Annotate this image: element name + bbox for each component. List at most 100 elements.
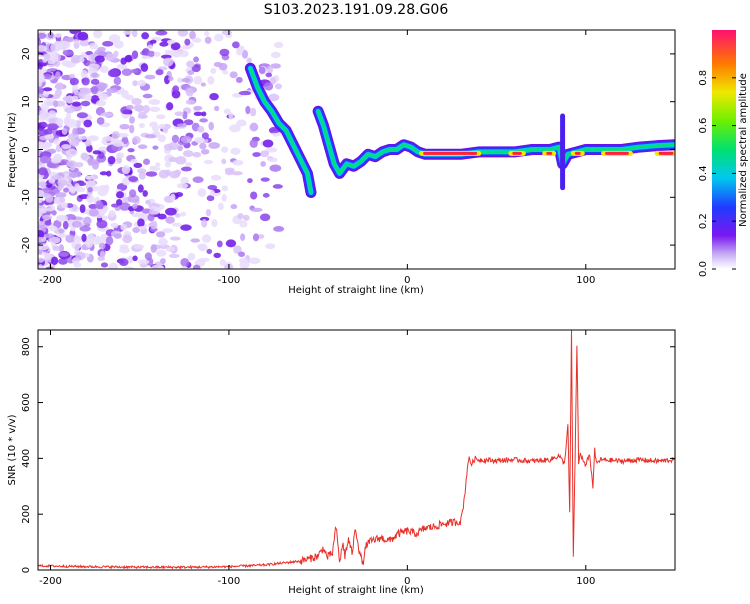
spectrogram-noise-blob [158, 123, 166, 130]
spectrogram-noise-blob [210, 67, 217, 75]
spectrogram-noise-blob [239, 261, 250, 269]
spectrogram-noise-blob [61, 60, 72, 67]
spectrogram-noise-blob [132, 135, 141, 145]
spectrogram-noise-blob [108, 262, 118, 269]
spectrogram-noise-blob [40, 103, 50, 111]
spectrogram-noise-blob [129, 189, 137, 198]
spectrogram-ridge [249, 66, 313, 194]
spectrogram-noise-blob [116, 63, 128, 70]
spectrogram-noise-blob [187, 70, 195, 76]
spectrogram-noise-blob [207, 75, 215, 85]
spectrogram-noise-blob [57, 184, 64, 189]
spectrogram-noise-blob [181, 78, 191, 83]
spectrogram-noise-blob [132, 227, 141, 233]
spectrogram-noise-blob [99, 171, 108, 176]
spectrogram-noise-blob [100, 262, 109, 268]
spectrogram-noise-blob [180, 136, 193, 144]
spectrogram-noise-blob [272, 184, 283, 189]
spectrogram-noise-blob [168, 76, 174, 82]
spectrogram-noise-blob [58, 244, 65, 253]
spectrogram-noise-blob [238, 251, 246, 258]
spectrogram-noise-blob [158, 237, 168, 247]
spectrogram-noise-blob [185, 162, 193, 167]
spectrogram-noise-blob [38, 230, 45, 239]
snr-y-label: SNR (10 * v/v) [7, 414, 18, 485]
colorbar: 0.0 0.2 0.4 0.6 0.8 Normalized spectral ampl… [698, 30, 749, 277]
spectrogram-noise-blob [148, 98, 161, 105]
spectrogram-noise-blob [47, 148, 57, 154]
spectrogram-noise-blob [197, 244, 205, 249]
spectrogram-noise-blob [96, 91, 104, 97]
spectrogram-noise-blob [213, 252, 221, 258]
spectrogram-noise-blob [180, 266, 189, 269]
spectrogram-noise-blob [39, 109, 48, 118]
spectrogram-noise-blob [246, 57, 252, 64]
colorbar-label: Normalized spectral amplitude [738, 73, 749, 227]
spectrogram-noise-blob [54, 32, 63, 38]
spectrogram-noise-blob [124, 54, 133, 63]
spectrogram-noise-blob [38, 236, 46, 243]
spectrogram-noise-blob [77, 135, 89, 140]
spectrogram-noise-blob [132, 255, 138, 262]
spectrogram-noise-blob [92, 150, 102, 155]
spectrogram-noise-blob [83, 216, 92, 225]
spectrogram-noise-blob [42, 193, 52, 199]
spectrogram-noise-blob [149, 166, 161, 171]
spectrogram-noise-blob [221, 185, 229, 192]
spectrogram-noise-blob [135, 104, 145, 112]
spectrogram-noise-blob [273, 41, 284, 49]
spectrogram-noise-blob [150, 244, 158, 253]
spectrogram-noise-blob [199, 118, 208, 123]
spectrogram-noise-blob [252, 152, 261, 157]
spectrogram-noise-blob [106, 170, 112, 177]
spectrogram-y-tick-label: -20 [21, 237, 32, 253]
spectrogram-noise-blob [79, 57, 85, 63]
spectrogram-noise-blob [74, 90, 81, 96]
spectrogram-noise-blob [88, 208, 99, 217]
spectrogram-noise-blob [162, 57, 174, 67]
spectrogram-noise-blob [43, 233, 55, 239]
spectrogram-noise-blob [38, 257, 45, 263]
spectrogram-noise-blob [127, 148, 135, 153]
spectrogram-noise-blob [66, 160, 77, 168]
spectrogram-noise-blob [138, 171, 146, 180]
spectrogram-noise-blob [70, 138, 80, 147]
spectrogram-noise-blob [137, 79, 147, 87]
spectrogram-noise-blob [184, 38, 191, 46]
spectrogram-noise-blob [178, 50, 189, 58]
chart-title: S103.2023.191.09.28.G06 [264, 2, 449, 18]
spectrogram-noise-blob [265, 72, 273, 78]
spectrogram-noise-blob [88, 63, 100, 70]
spectrogram-noise-blob [166, 39, 176, 44]
spectrogram-noise-blob [80, 152, 89, 160]
spectrogram-noise-blob [132, 30, 138, 38]
spectrogram-noise-blob [182, 111, 188, 120]
spectrogram-noise-blob [140, 63, 149, 72]
snr-series-line [38, 330, 675, 570]
spectrogram-noise-blob [230, 203, 238, 210]
spectrogram-noise-blob [38, 181, 47, 187]
spectrogram-noise-blob [113, 40, 124, 49]
spectrogram-noise-blob [98, 242, 106, 250]
spectrogram-noise-blob [52, 100, 59, 108]
spectrogram-noise-blob [177, 145, 183, 152]
spectrogram-noise-blob [208, 121, 215, 131]
spectrogram-noise-blob [199, 142, 207, 150]
spectrogram-noise-blob [99, 65, 109, 73]
spectrogram-noise-blob [51, 210, 57, 216]
spectrogram-noise-blob [231, 171, 243, 176]
spectrogram-noise-blob [229, 71, 238, 79]
spectrogram-noise-blob [249, 139, 258, 148]
spectrogram-noise-blob [130, 68, 138, 74]
spectrogram-noise-blob [62, 220, 69, 230]
spectrogram-noise-blob [151, 264, 164, 269]
spectrogram-noise-blob [156, 114, 166, 120]
spectrogram-noise-blob [107, 69, 119, 78]
spectrogram-noise-blob [96, 117, 105, 125]
spectrogram-noise-blob [121, 177, 131, 186]
spectrogram-noise-blob [214, 33, 224, 42]
spectrogram-noise-blob [164, 161, 172, 168]
snr-y-tick-label: 200 [21, 505, 32, 524]
spectrogram-noise-blob [102, 215, 108, 221]
